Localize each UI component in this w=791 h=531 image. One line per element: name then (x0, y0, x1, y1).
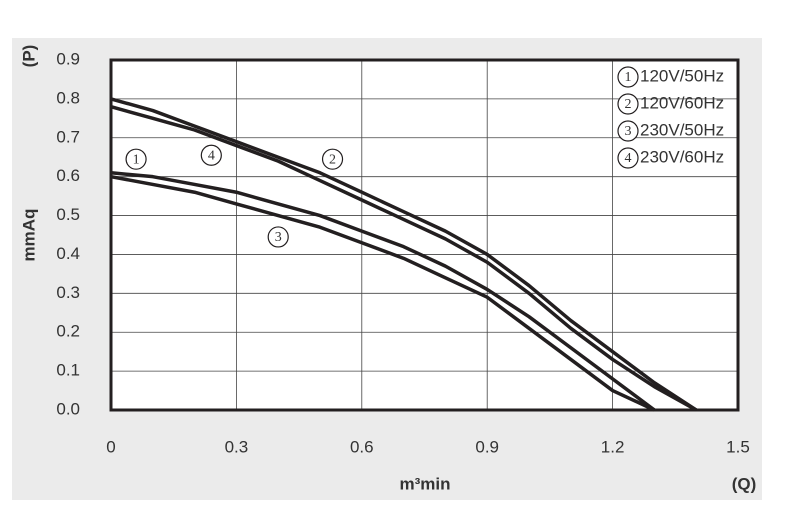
y-tick-label: 0.4 (56, 244, 80, 263)
y-tick-label: 0.0 (56, 399, 80, 418)
circle-label: 1 (133, 152, 140, 167)
y-tick-label: 0.8 (56, 88, 80, 107)
series-line (110, 104, 698, 412)
label-circle (267, 226, 289, 248)
label-circle (617, 66, 639, 88)
circle-label: 4 (625, 151, 632, 166)
legend-label: 230V/60Hz (640, 147, 724, 166)
series-line (110, 171, 656, 412)
x-tick-label: 0.3 (225, 437, 249, 456)
circle-label: 4 (208, 148, 215, 163)
y-tick-label: 0.9 (56, 49, 80, 68)
x-axis-end-label: (Q) (732, 474, 757, 493)
y-tick-label: 0.7 (56, 127, 80, 146)
plot-frame (109, 58, 740, 412)
circle-label: 2 (329, 152, 336, 167)
x-axis-label: m³min (400, 474, 451, 493)
plot-area (111, 60, 738, 410)
y-axis-label: mmAq (19, 209, 38, 262)
x-tick-label: 0.9 (475, 437, 499, 456)
circle-label: 2 (625, 97, 632, 112)
y-tick-label: 0.3 (56, 283, 80, 302)
circle-label: 3 (625, 124, 632, 139)
y-tick-label: 0.6 (56, 166, 80, 185)
x-tick-label: 1.5 (726, 437, 750, 456)
y-tick-label: 0.2 (56, 322, 80, 341)
y-tick-label: 0.1 (56, 361, 80, 380)
legend-label: 120V/50Hz (640, 66, 724, 85)
circle-label: 3 (275, 230, 282, 245)
label-circle (125, 148, 147, 170)
y-tick-label: 0.5 (56, 205, 80, 224)
label-circle (200, 144, 222, 166)
legend-label: 230V/50Hz (640, 120, 724, 139)
legend-label: 120V/60Hz (640, 93, 724, 112)
label-circle (617, 120, 639, 142)
x-tick-label: 0 (106, 437, 115, 456)
x-tick-label: 1.2 (601, 437, 625, 456)
label-circle (617, 147, 639, 169)
x-tick-label: 0.6 (350, 437, 374, 456)
label-circle (321, 148, 344, 170)
series-line (110, 174, 656, 412)
circle-label: 1 (625, 70, 632, 85)
label-circle (617, 93, 639, 115)
series-line (110, 97, 698, 412)
y-axis-unit: (P) (19, 45, 38, 68)
